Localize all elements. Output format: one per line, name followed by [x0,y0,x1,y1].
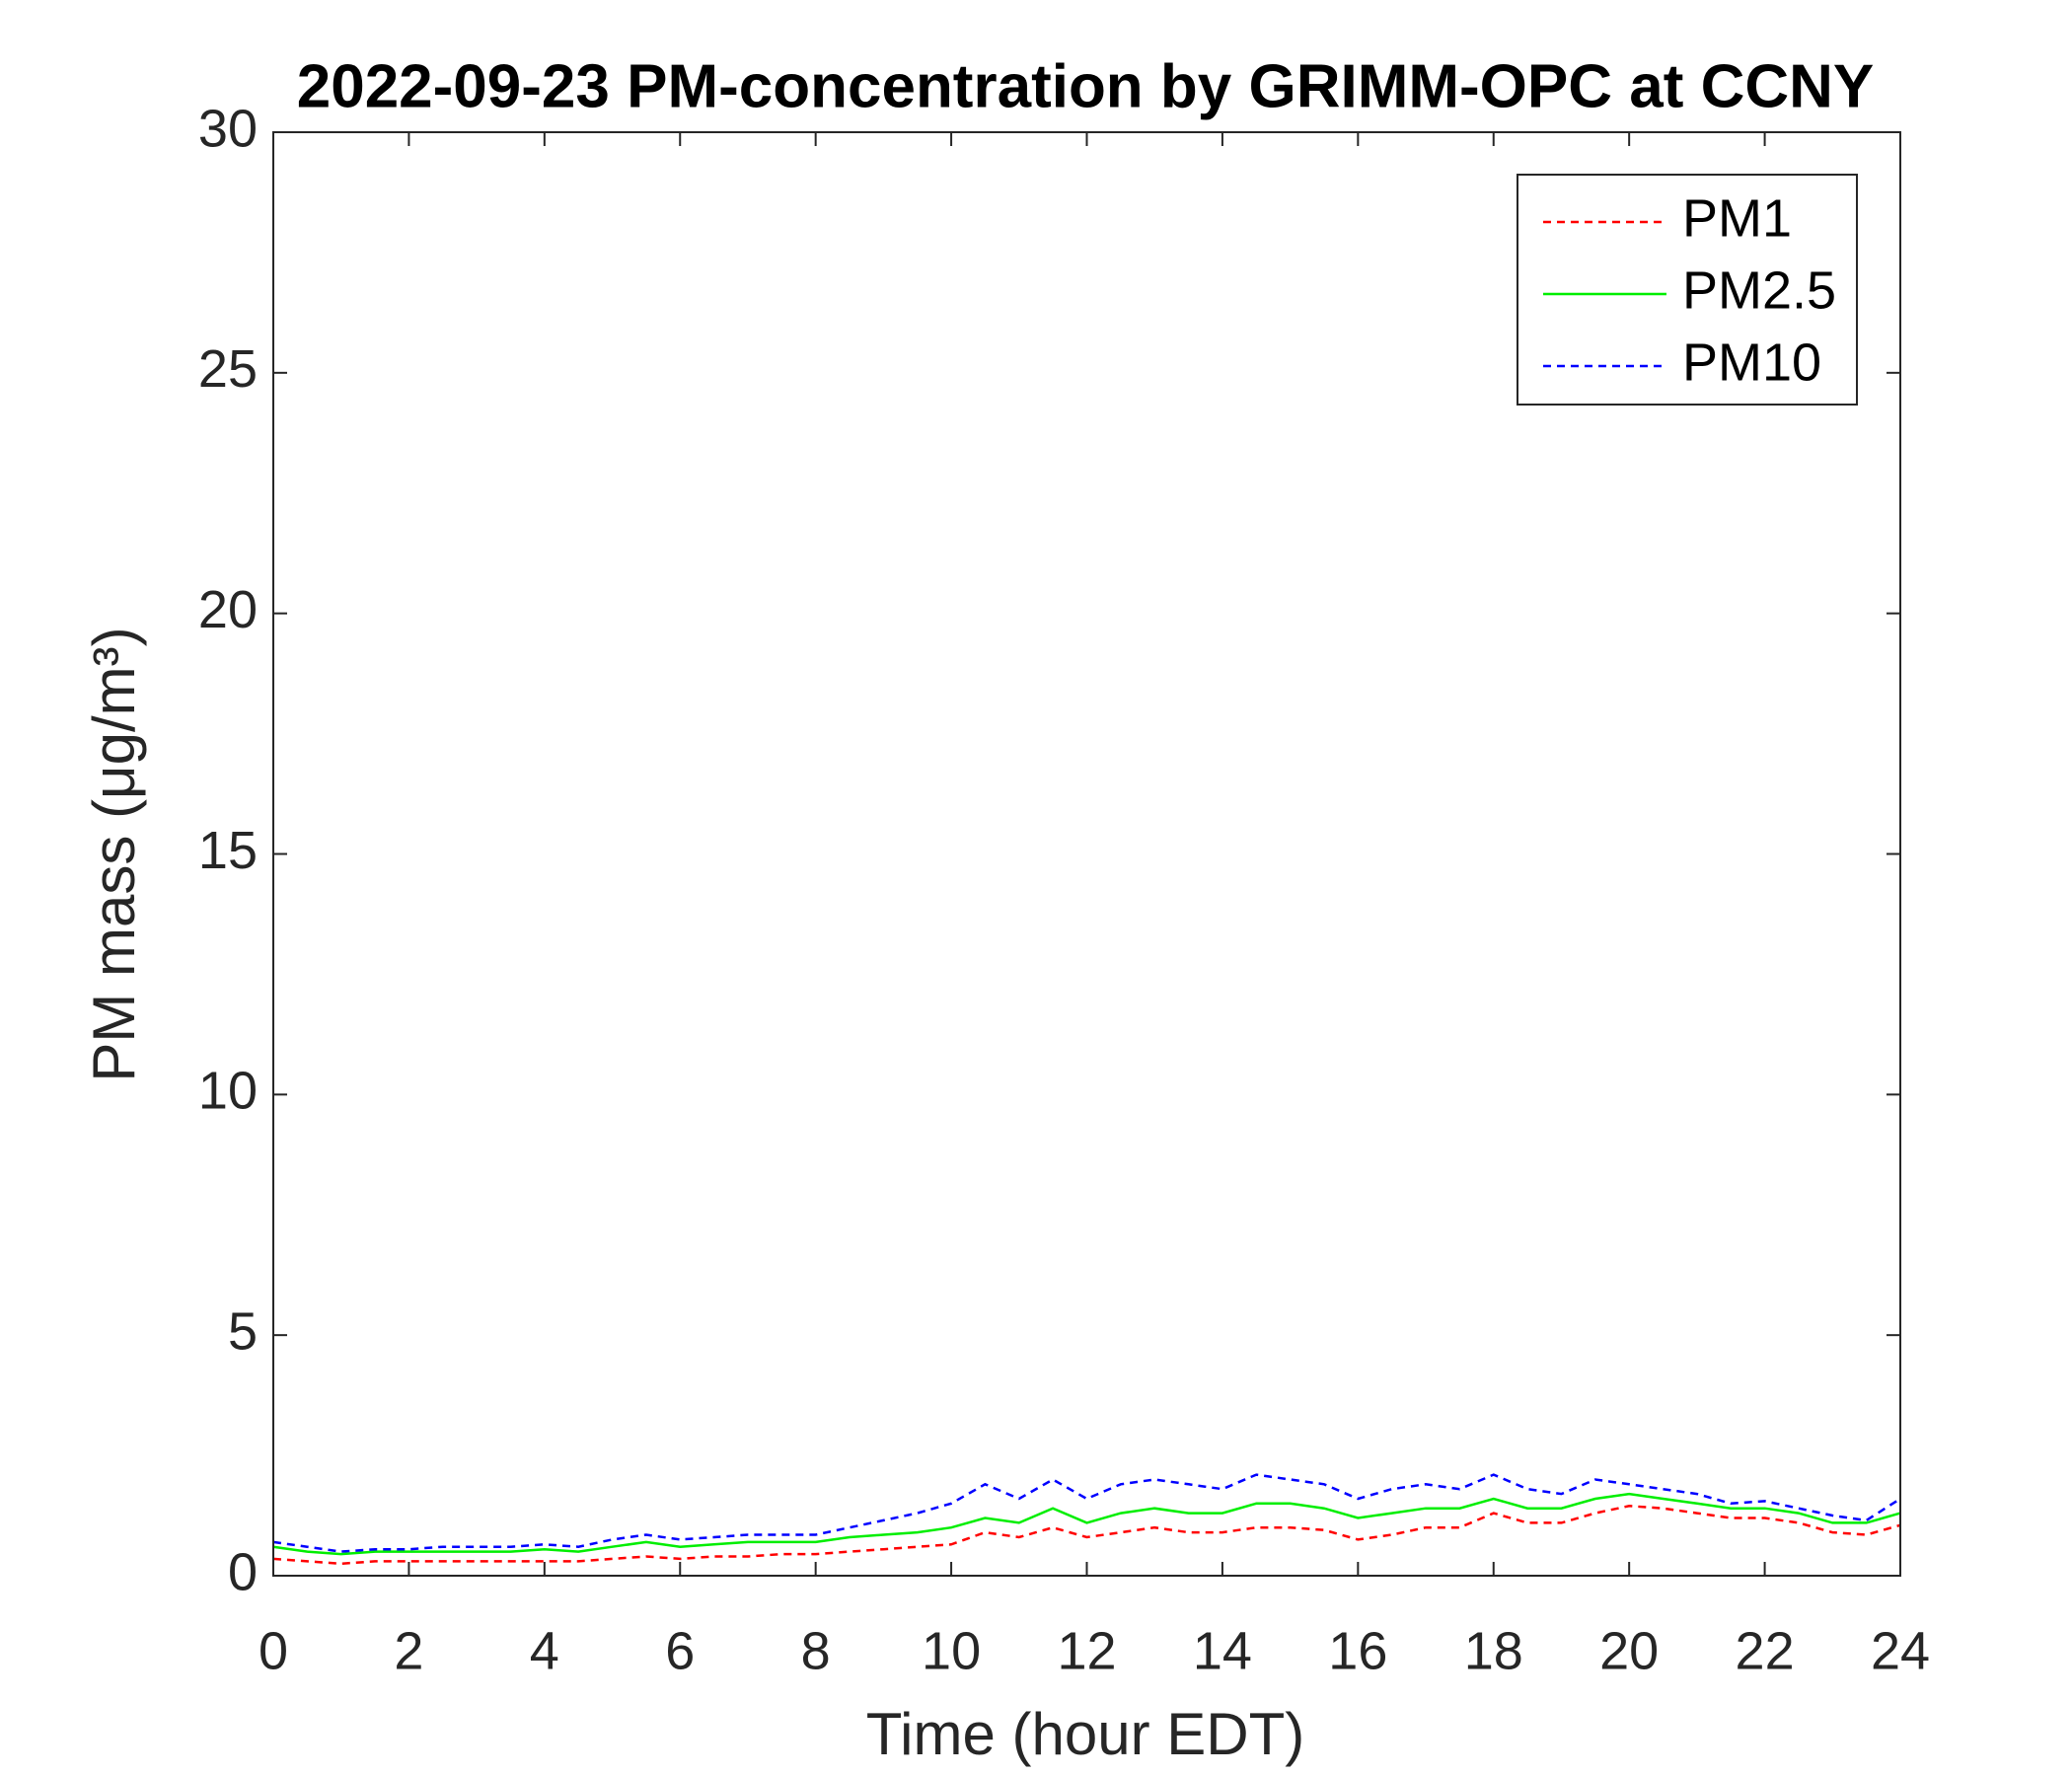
x-tick-label: 10 [922,1621,981,1680]
chart-title: 2022-09-23 PM-concentration by GRIMM-OPC… [297,52,1875,120]
x-tick-label: 6 [665,1621,695,1680]
y-axis-label: PM mass (μg/m³) [81,627,147,1081]
y-tick-label: 15 [198,821,258,880]
y-tick-label: 10 [198,1062,258,1121]
x-tick-label: 8 [801,1621,831,1680]
y-tick-label: 20 [198,580,258,639]
x-tick-label: 20 [1599,1621,1659,1680]
series-line [272,1473,1901,1553]
y-tick-label: 5 [228,1301,258,1361]
x-tick-label: 12 [1057,1621,1116,1680]
x-tick-label: 16 [1328,1621,1387,1680]
y-tick-label: 30 [198,99,258,158]
x-tick-label: 0 [259,1621,288,1680]
x-axis-label: Time (hour EDT) [866,1701,1305,1767]
x-tick-label: 18 [1464,1621,1523,1680]
x-tick-label: 14 [1193,1621,1252,1680]
legend-label: PM1 [1682,188,1792,248]
legend-label: PM2.5 [1682,260,1836,320]
series-line [272,1492,1901,1556]
y-tick-label: 25 [198,339,258,399]
series-line [272,1505,1901,1566]
x-tick-label: 4 [530,1621,559,1680]
legend-label: PM10 [1682,333,1821,392]
y-tick-label: 0 [228,1542,258,1601]
x-tick-label: 22 [1736,1621,1795,1680]
plot-frame [272,131,1901,1577]
x-tick-label: 24 [1871,1621,1930,1680]
x-tick-label: 2 [394,1621,423,1680]
